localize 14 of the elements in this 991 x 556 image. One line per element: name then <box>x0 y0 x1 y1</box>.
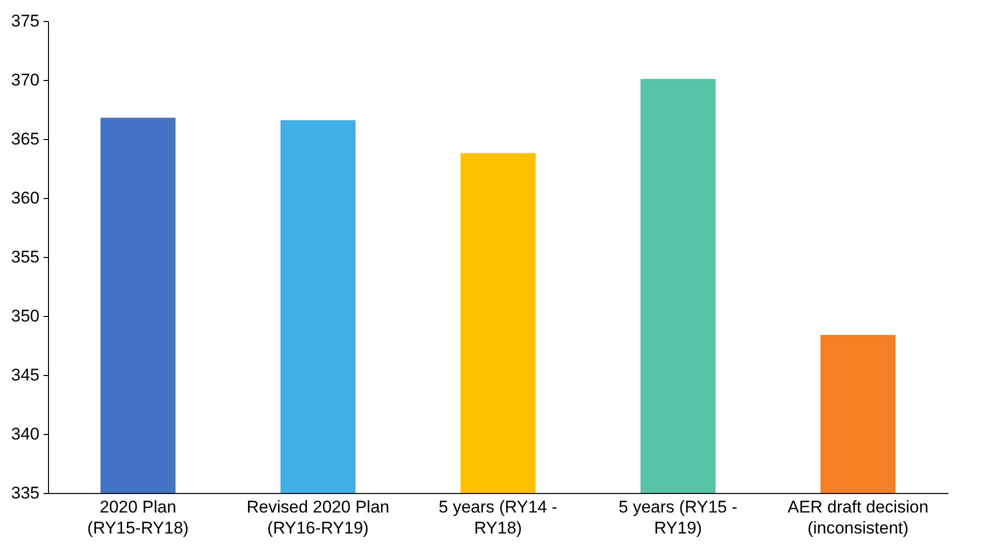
y-tick-label: 340 <box>11 424 40 444</box>
x-tick-label: Revised 2020 Plan (RY16-RY19) <box>246 498 390 538</box>
y-tick-label: 365 <box>11 130 40 148</box>
y-tick-label: 350 <box>11 306 40 326</box>
x-tick-label: 2020 Plan (RY15-RY18) <box>87 498 189 538</box>
y-tick-label: 355 <box>11 248 40 266</box>
y-tick-label: 335 <box>11 484 40 502</box>
y-tick-label: 375 <box>11 12 40 30</box>
y-tick-label: 360 <box>11 188 40 208</box>
x-tick-label: AER draft decision (inconsistent) <box>788 498 928 538</box>
y-tick-label: 370 <box>11 70 40 90</box>
y-tick-label: 345 <box>11 366 40 384</box>
x-tick-label: 5 years (RY14 - RY18) <box>438 498 558 538</box>
x-tick-label: 5 years (RY15 - RY19) <box>618 498 738 538</box>
